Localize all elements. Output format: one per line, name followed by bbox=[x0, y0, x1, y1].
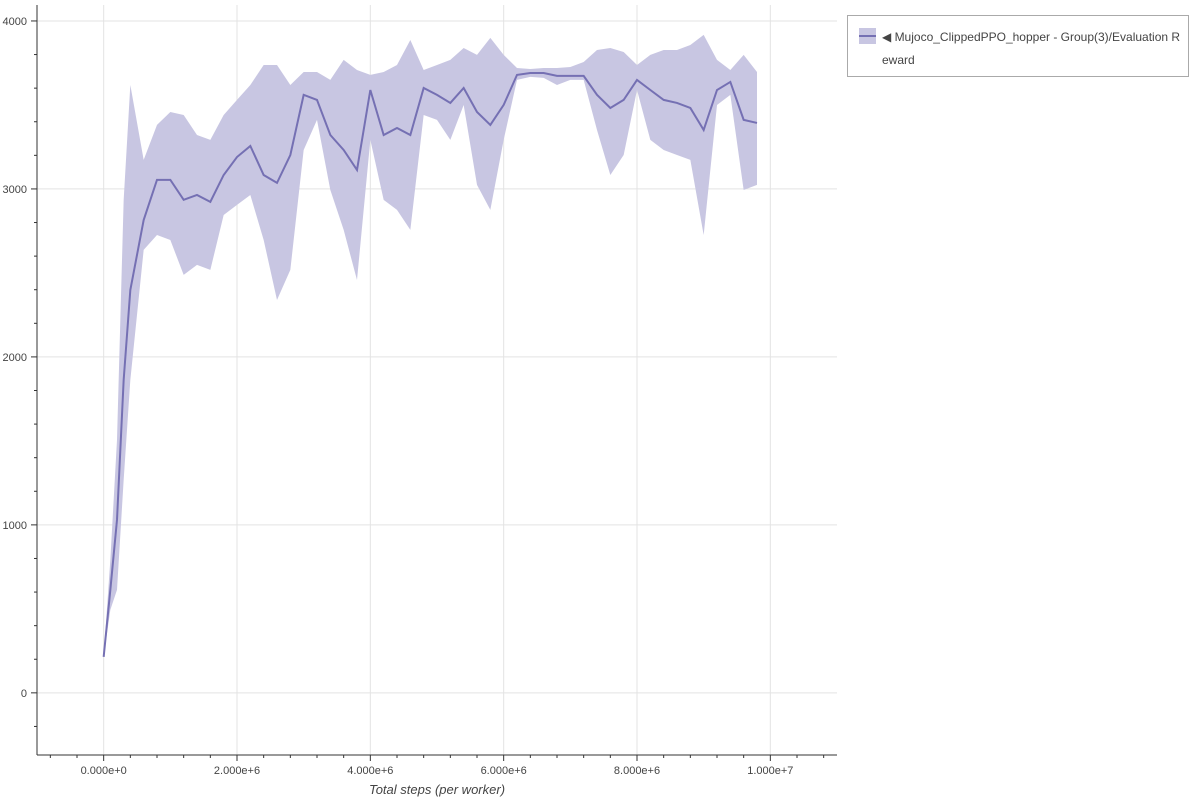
y-tick-label: 3000 bbox=[3, 184, 27, 196]
series-band bbox=[103, 34, 757, 657]
legend[interactable]: ◀ Mujoco_ClippedPPO_hopper - Group(3)/Ev… bbox=[847, 15, 1189, 77]
y-tick-label: 2000 bbox=[3, 352, 27, 364]
axes: 0.000e+0 2.000e+6 4.000e+6 6.000e+6 8.000e+6… bbox=[3, 5, 837, 777]
series-mean-line bbox=[102, 72, 758, 658]
x-axis-label: Total steps (per worker) bbox=[369, 782, 505, 797]
x-tick-label: 8.000e+6 bbox=[614, 765, 660, 777]
legend-swatch bbox=[859, 28, 876, 44]
x-tick-label: 6.000e+6 bbox=[481, 765, 527, 777]
y-tick-label: 0 bbox=[21, 688, 27, 700]
y-tick-label: 1000 bbox=[3, 520, 27, 532]
x-tick-label: 4.000e+6 bbox=[347, 765, 393, 777]
legend-label: ◀ Mujoco_ClippedPPO_hopper - Group(3)/Ev… bbox=[882, 30, 1181, 67]
x-tick-label: 1.000e+7 bbox=[747, 765, 793, 777]
x-tick-label: 2.000e+6 bbox=[214, 765, 260, 777]
y-tick-label: 4000 bbox=[3, 16, 27, 28]
x-tick-label: 0.000e+0 bbox=[81, 765, 127, 777]
